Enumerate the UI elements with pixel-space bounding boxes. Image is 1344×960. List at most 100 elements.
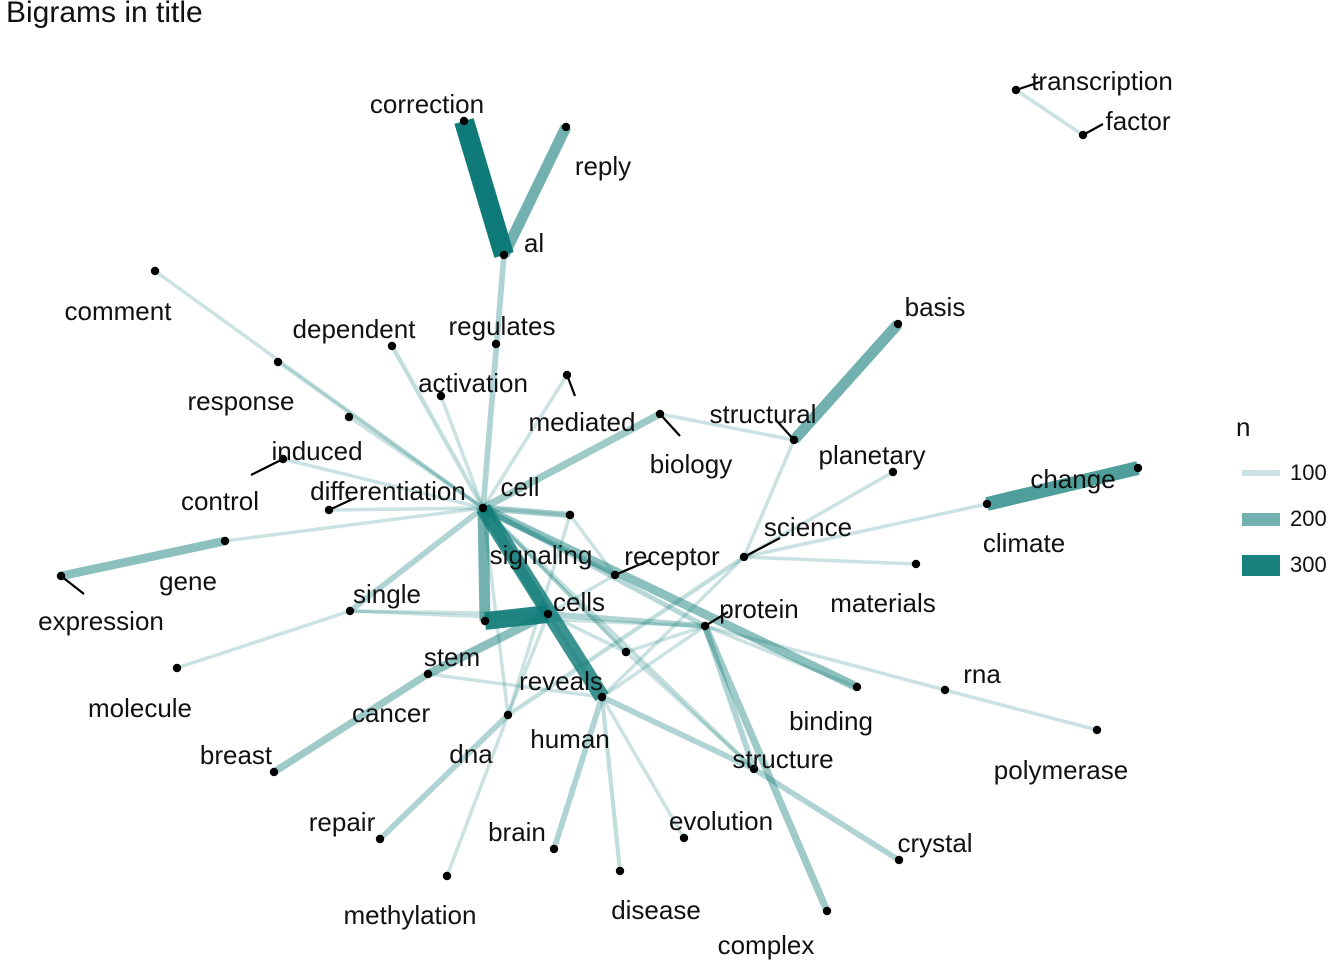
node-label-repair: repair <box>309 807 376 837</box>
node-materials <box>911 559 921 569</box>
node-disease <box>615 866 625 876</box>
edge-cells-single <box>349 609 549 616</box>
edge-cells-cancer <box>426 610 550 678</box>
edge-cells-dna <box>506 613 550 716</box>
node-receptor <box>610 570 620 580</box>
edge-cell-signaling <box>482 504 571 519</box>
node-gene <box>220 536 230 546</box>
node-methylation <box>442 871 452 881</box>
edges-layer <box>60 88 1140 913</box>
node-basis <box>893 319 903 329</box>
node-label-dependent: dependent <box>293 314 417 344</box>
node-label-evolution: evolution <box>669 806 773 836</box>
node-response <box>273 357 283 367</box>
node-al <box>499 250 509 260</box>
node-change <box>1133 463 1143 473</box>
node-label-materials: materials <box>830 588 935 618</box>
node-crystal <box>894 855 904 865</box>
edge-cancer-breast <box>272 670 430 776</box>
edge-cell-stem <box>477 507 491 622</box>
edge-gene-expression <box>60 536 226 581</box>
node-label-transcription: transcription <box>1031 66 1173 96</box>
node-complex <box>822 906 832 916</box>
legend-key-swatch <box>1242 512 1280 526</box>
edge-protein-structure <box>702 625 757 770</box>
node-biology <box>655 409 665 419</box>
node-label-biology: biology <box>650 449 732 479</box>
node-label-complex: complex <box>718 930 815 960</box>
node-label-planetary: planetary <box>819 440 926 470</box>
node-evolution <box>679 833 689 843</box>
node-label-reply: reply <box>575 151 631 181</box>
node-comment <box>150 266 160 276</box>
node-label-activation: activation <box>418 368 528 398</box>
edge-cell-hub3 <box>481 506 628 654</box>
node-activation <box>436 391 446 401</box>
node-regulates <box>491 339 501 349</box>
edge-structural-basis <box>789 320 903 444</box>
node-label-signaling: signaling <box>490 540 593 570</box>
legend-key-label: 100 <box>1290 460 1327 485</box>
edge-mediated-cell <box>481 374 569 509</box>
edge-cell-reveals <box>481 506 628 654</box>
edge-reply-al <box>499 124 571 258</box>
node-cells <box>543 609 553 619</box>
node-label-response: response <box>188 386 295 416</box>
node-dna <box>503 710 513 720</box>
node-single <box>345 606 355 616</box>
node-label-cells: cells <box>553 587 605 617</box>
edge-protein-complex <box>701 624 831 913</box>
edge-receptor-cells <box>547 573 616 616</box>
edge-science-dna <box>506 555 746 717</box>
edge-cell-hub2 <box>482 506 571 517</box>
node-label-polymerase: polymerase <box>994 755 1128 785</box>
node-label-comment: comment <box>65 296 173 326</box>
node-label-structural: structural <box>710 399 817 429</box>
legend-key-label: 200 <box>1290 506 1327 531</box>
node-label-brain: brain <box>488 817 546 847</box>
node-label-induced: induced <box>271 436 362 466</box>
node-label-factor: factor <box>1105 106 1170 136</box>
edge-science-materials <box>743 555 917 566</box>
edge-biology-structural <box>659 412 795 442</box>
edge-biology-cell <box>481 410 662 512</box>
node-label-reveals: reveals <box>519 666 603 696</box>
node-label-differentiation: differentiation <box>310 476 466 506</box>
node-correction <box>459 116 469 126</box>
node-expression <box>56 571 66 581</box>
node-science <box>739 552 749 562</box>
node-planetary <box>888 467 898 477</box>
edge-protein-reveals <box>625 624 706 654</box>
node-cell <box>478 503 488 513</box>
node-label-human: human <box>530 724 610 754</box>
legend-item-100: 100 <box>1242 460 1332 485</box>
node-label-cell: cell <box>500 472 539 502</box>
node-label-control: control <box>181 486 259 516</box>
edge-induced-cell <box>348 415 484 510</box>
node-label-disease: disease <box>611 895 701 925</box>
edge-hub2-dna <box>506 514 572 716</box>
node-binding <box>852 682 862 692</box>
node-repair <box>375 834 385 844</box>
edge-science-climate <box>743 502 988 559</box>
node-mediated <box>562 370 572 380</box>
edge-dna-repair <box>377 712 511 842</box>
edge-cell-protein <box>481 505 707 629</box>
legend-item-200: 200 <box>1242 506 1332 531</box>
leader-control <box>250 458 284 476</box>
node-control <box>278 454 288 464</box>
node-label-crystal: crystal <box>897 828 972 858</box>
node-induced <box>344 412 354 422</box>
edge-control-cell <box>282 457 484 510</box>
legend-key-label: 300 <box>1290 552 1327 577</box>
node-label-climate: climate <box>983 528 1065 558</box>
legend-item-300: 300 <box>1242 552 1332 577</box>
node-hub2 <box>565 510 575 520</box>
edge-comment-cell <box>153 269 485 510</box>
edge-activation-cell <box>439 395 485 509</box>
node-label-methylation: methylation <box>344 900 477 930</box>
edge-protein-binding <box>704 624 858 689</box>
edge-cell-human <box>476 503 609 702</box>
node-stem <box>480 616 490 626</box>
